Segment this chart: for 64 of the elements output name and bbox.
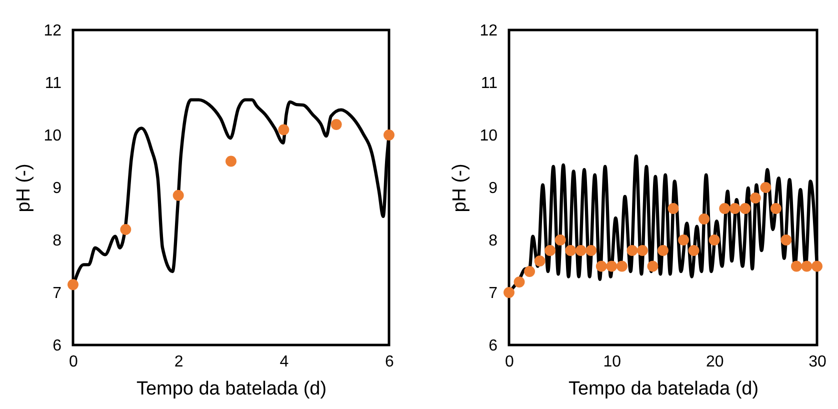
x-tick-label: 2 <box>174 354 184 370</box>
point <box>575 245 586 256</box>
x-tick-label: 4 <box>280 354 289 370</box>
x-tick-label: 20 <box>706 354 724 370</box>
point <box>626 245 638 256</box>
point <box>278 124 290 136</box>
point <box>658 245 668 256</box>
x-tick-label: 6 <box>385 354 394 370</box>
point <box>719 203 730 214</box>
y-tick-label: 9 <box>52 180 62 197</box>
y-tick-label: 9 <box>488 180 498 197</box>
x-tick-label: 30 <box>808 354 826 370</box>
point <box>812 260 822 272</box>
y-tick-label: 6 <box>52 338 62 354</box>
point <box>688 245 700 256</box>
y-tick-label: 6 <box>488 338 498 354</box>
point <box>544 245 556 256</box>
point <box>554 234 566 246</box>
point <box>740 203 751 214</box>
point <box>790 260 802 272</box>
point <box>780 234 792 246</box>
point <box>68 279 78 290</box>
y-tick-label: 12 <box>44 22 62 40</box>
point <box>384 130 394 140</box>
y-tick-label: 11 <box>480 75 498 92</box>
point <box>616 260 628 272</box>
point <box>596 260 607 272</box>
y-tick-label: 10 <box>480 128 498 144</box>
y-tick-label: 10 <box>44 128 62 144</box>
point <box>770 203 782 214</box>
point <box>729 203 740 214</box>
y-tick-label: 7 <box>488 285 498 302</box>
point <box>524 266 536 277</box>
x-axis-title: Tempo da batelada (d) <box>136 378 327 400</box>
point <box>226 156 236 167</box>
point <box>534 256 546 266</box>
point <box>708 234 720 246</box>
point <box>172 190 184 201</box>
point <box>504 287 514 298</box>
point <box>120 224 132 235</box>
y-tick-label: 8 <box>488 232 498 250</box>
point <box>698 214 710 224</box>
x-tick-label: 10 <box>603 354 622 370</box>
point <box>678 234 690 246</box>
y-tick-label: 8 <box>52 232 62 250</box>
y-axis-title: pH (-) <box>450 164 471 212</box>
point <box>647 260 658 272</box>
point <box>760 182 772 193</box>
y-tick-label: 12 <box>480 22 498 40</box>
y-tick-label: 7 <box>52 285 62 302</box>
point <box>606 260 618 272</box>
x-axis-title: Tempo da batelada (d) <box>568 378 759 400</box>
point <box>636 245 648 256</box>
point <box>330 119 342 130</box>
point <box>565 245 576 256</box>
y-tick-label: 11 <box>44 75 62 92</box>
point <box>586 245 597 256</box>
y-axis-title: pH (-) <box>14 164 35 212</box>
x-tick-label: 0 <box>69 354 78 370</box>
point <box>514 276 525 288</box>
point <box>750 192 761 204</box>
point <box>801 260 812 272</box>
point <box>668 203 679 214</box>
x-tick-label: 0 <box>505 354 514 370</box>
